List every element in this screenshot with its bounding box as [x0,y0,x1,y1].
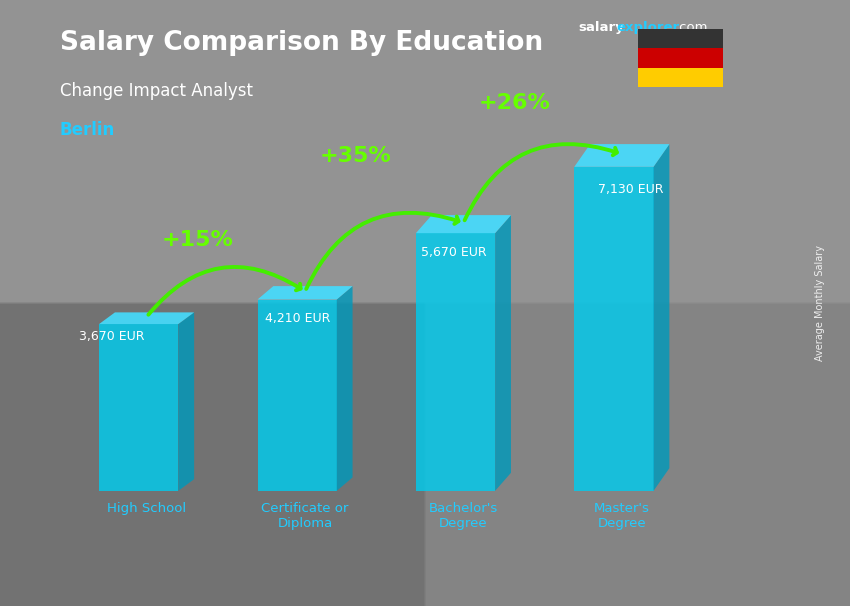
Text: Bachelor's
Degree: Bachelor's Degree [428,502,498,530]
Text: .com: .com [676,21,708,34]
Text: +35%: +35% [320,146,392,166]
Text: +26%: +26% [479,93,550,113]
Polygon shape [575,144,670,167]
Text: salary: salary [578,21,624,34]
Polygon shape [575,167,654,491]
Polygon shape [416,233,495,491]
Polygon shape [258,286,353,299]
Text: High School: High School [107,502,186,515]
Text: 5,670 EUR: 5,670 EUR [421,246,486,259]
Text: 7,130 EUR: 7,130 EUR [598,183,664,196]
Text: Berlin: Berlin [60,121,115,139]
Text: 3,670 EUR: 3,670 EUR [78,330,144,342]
Text: Average Monthly Salary: Average Monthly Salary [815,245,825,361]
Polygon shape [654,144,670,491]
Text: 4,210 EUR: 4,210 EUR [265,312,331,325]
Text: Master's
Degree: Master's Degree [594,502,649,530]
Polygon shape [495,215,511,491]
Text: explorer: explorer [616,21,679,34]
Text: Change Impact Analyst: Change Impact Analyst [60,82,252,100]
Polygon shape [99,312,194,324]
Polygon shape [337,286,353,491]
Polygon shape [258,299,337,491]
Polygon shape [178,312,194,491]
Text: +15%: +15% [162,230,233,250]
Polygon shape [99,324,178,491]
Text: Salary Comparison By Education: Salary Comparison By Education [60,30,542,56]
Polygon shape [416,215,511,233]
Text: Certificate or
Diploma: Certificate or Diploma [261,502,348,530]
